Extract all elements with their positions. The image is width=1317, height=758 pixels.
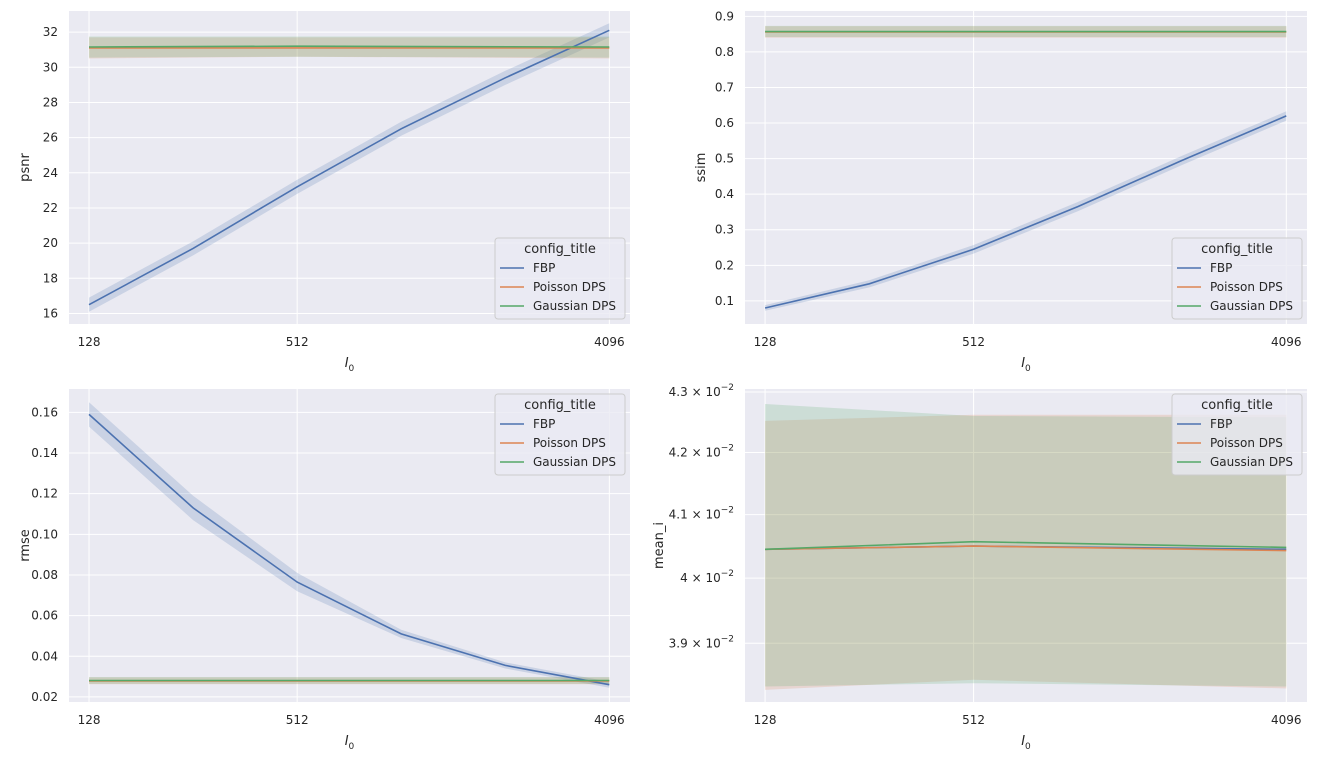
y-tick-label: 18 bbox=[43, 271, 58, 285]
y-tick-label: 0.8 bbox=[715, 45, 734, 59]
x-axis-label: I0 bbox=[1021, 356, 1031, 374]
y-tick-label: 0.9 bbox=[715, 9, 734, 23]
y-tick-label: 4.3 × 10−2 bbox=[669, 383, 734, 399]
y-tick-label: 26 bbox=[43, 131, 58, 145]
y-tick-label: 4.1 × 10−2 bbox=[669, 506, 734, 522]
y-tick-label: 30 bbox=[43, 60, 58, 74]
y-tick-label: 4.2 × 10−2 bbox=[669, 444, 734, 460]
band-gaussian-dps bbox=[765, 404, 1287, 687]
legend-label: FBP bbox=[533, 417, 555, 431]
legend-label: Gaussian DPS bbox=[1210, 299, 1293, 313]
y-tick-label: 24 bbox=[43, 166, 58, 180]
legend-box bbox=[1171, 393, 1303, 476]
x-axis-label: I0 bbox=[1021, 734, 1031, 752]
x-tick-label: 4096 bbox=[1271, 335, 1302, 349]
legend-label: Gaussian DPS bbox=[533, 299, 616, 313]
y-tick-label: 0.14 bbox=[31, 446, 58, 460]
x-tick-label: 128 bbox=[78, 713, 101, 727]
y-tick-label: 0.7 bbox=[715, 80, 734, 94]
y-tick-label: 28 bbox=[43, 95, 58, 109]
legend-title: config_title bbox=[524, 242, 596, 257]
legend-label: Gaussian DPS bbox=[533, 455, 616, 469]
chart-ssim: 128 512 4096 0.1 0.2 0.3 0.4 0.5 0.6 0.7 0.8 0.9 I0 s… bbox=[694, 9, 1307, 374]
legend-title: config_title bbox=[524, 398, 596, 413]
line-poisson-dps bbox=[765, 545, 1287, 552]
y-tick-label: 0.1 bbox=[715, 294, 734, 308]
legend-box bbox=[494, 393, 626, 476]
x-tick-label: 512 bbox=[286, 335, 309, 349]
line-fbp bbox=[88, 413, 610, 686]
plot-marks bbox=[764, 25, 1287, 311]
legend-label: Poisson DPS bbox=[533, 280, 606, 294]
y-tick-label: 0.12 bbox=[31, 487, 58, 501]
x-tick-label: 4096 bbox=[594, 335, 625, 349]
y-tick-label: 22 bbox=[43, 201, 58, 215]
legend-label: Poisson DPS bbox=[1210, 280, 1283, 294]
x-tick-label: 512 bbox=[962, 713, 985, 727]
y-tick-label: 0.04 bbox=[31, 649, 58, 663]
legend-label: FBP bbox=[533, 261, 555, 275]
x-tick-label: 128 bbox=[78, 335, 101, 349]
y-tick-label: 20 bbox=[43, 236, 58, 250]
y-tick-label: 0.6 bbox=[715, 116, 734, 130]
legend-label: FBP bbox=[1210, 417, 1232, 431]
line-gaussian-dps bbox=[765, 540, 1287, 551]
legend-title: config_title bbox=[1201, 398, 1273, 413]
x-tick-label: 128 bbox=[754, 713, 777, 727]
y-tick-label: 32 bbox=[43, 25, 58, 39]
line-fbp bbox=[88, 29, 610, 306]
legend-box bbox=[494, 237, 626, 320]
y-tick-label: 0.16 bbox=[31, 405, 58, 419]
x-axis-label: I0 bbox=[345, 734, 355, 752]
x-tick-label: 4096 bbox=[594, 713, 625, 727]
legend-label: Poisson DPS bbox=[1210, 436, 1283, 450]
legend-label: FBP bbox=[1210, 261, 1232, 275]
legend: config_title FBP Poisson DPS Gaussian DPS bbox=[494, 393, 626, 476]
plot-marks bbox=[88, 402, 610, 688]
x-tick-label: 512 bbox=[286, 713, 309, 727]
x-axis-label: I0 bbox=[345, 356, 355, 374]
band-fbp bbox=[89, 23, 610, 312]
y-tick-label: 3.9 × 10−2 bbox=[669, 634, 734, 650]
y-tick-label: 0.2 bbox=[715, 258, 734, 272]
band-poisson-dps bbox=[765, 414, 1287, 690]
y-tick-label: 0.08 bbox=[31, 568, 58, 582]
y-axis-label: ssim bbox=[694, 153, 709, 183]
legend: config_title FBP Poisson DPS Gaussian DPS bbox=[1171, 393, 1303, 476]
y-tick-label: 0.3 bbox=[715, 223, 734, 237]
legend-box bbox=[1171, 237, 1303, 320]
line-fbp bbox=[764, 115, 1287, 309]
x-tick-label: 4096 bbox=[1271, 713, 1302, 727]
plot-marks bbox=[765, 404, 1287, 690]
y-axis-label: psnr bbox=[18, 153, 33, 182]
legend-label: Poisson DPS bbox=[533, 436, 606, 450]
y-tick-label: 0.5 bbox=[715, 152, 734, 166]
y-tick-label: 0.02 bbox=[31, 690, 58, 704]
legend-label: Gaussian DPS bbox=[1210, 455, 1293, 469]
y-tick-label: 0.10 bbox=[31, 527, 58, 541]
y-tick-label: 16 bbox=[43, 306, 58, 320]
x-tick-label: 512 bbox=[962, 335, 985, 349]
legend: config_title FBP Poisson DPS Gaussian DPS bbox=[494, 237, 626, 320]
y-axis-label: rmse bbox=[18, 529, 33, 562]
legend-title: config_title bbox=[1201, 242, 1273, 257]
line-gaussian-dps bbox=[88, 45, 610, 48]
y-tick-label: 0.06 bbox=[31, 609, 58, 623]
chart-rmse: 128 512 4096 0.02 0.04 0.06 0.08 0.10 0.12 0.14 0.… bbox=[18, 389, 630, 752]
y-tick-label: 0.4 bbox=[715, 187, 734, 201]
chart-mean_i: 128 512 4096 3.9 × 10−2 4 × 10−2 4.1 × 10−2 4.… bbox=[652, 383, 1307, 752]
y-tick-label: 4 × 10−2 bbox=[680, 569, 734, 585]
plot-marks bbox=[88, 23, 610, 312]
y-axis-label: mean_i bbox=[652, 522, 667, 569]
x-tick-label: 128 bbox=[754, 335, 777, 349]
legend: config_title FBP Poisson DPS Gaussian DPS bbox=[1171, 237, 1303, 320]
chart-psnr: 128 512 4096 16 18 20 22 24 26 28 30 32 I0 psnr config… bbox=[18, 11, 630, 374]
